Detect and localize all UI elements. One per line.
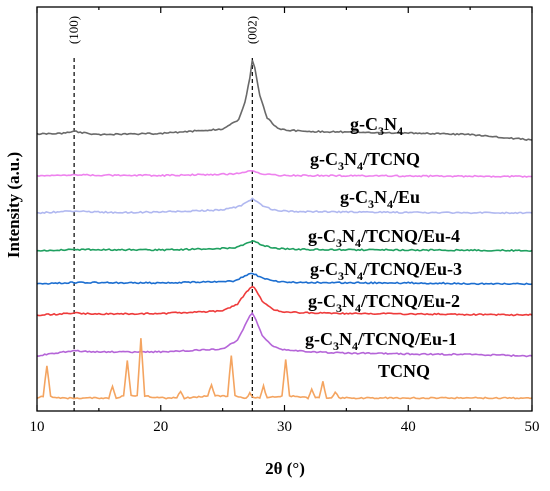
y-axis-title: Intensity (a.u.) [4,152,23,258]
x-tick-label: 20 [153,419,168,435]
series-line [36,272,533,286]
series-label-text: N [342,291,355,311]
plot-frame [36,6,533,412]
series-label-subscript: 4 [387,197,393,211]
series-label-subscript: 3 [378,124,384,138]
series-label-subscript: 3 [333,339,339,353]
series-label-text: /TCNQ/Eu-2 [360,291,460,311]
series-label-text: g-C [310,149,338,169]
peak-label: (100) [66,16,81,44]
series-label: g-C3N4/Eu [340,187,420,211]
series-label-subscript: 4 [352,339,358,353]
series-label: g-C3N4/TCNQ/Eu-2 [308,291,460,315]
series-label: g-C3N4/TCNQ/Eu-1 [305,329,457,353]
series-label-text: /TCNQ/Eu-4 [360,226,460,246]
series-label-text: g-C [340,187,368,207]
series-label-text: N [344,149,357,169]
series-line [36,59,533,141]
series-label: g-C3N4/TCNQ/Eu-4 [308,226,460,250]
series-label: g-C3N4/TCNQ [310,149,420,173]
reference-lines: (100) (002) [66,16,259,411]
series-label-text: /TCNQ/Eu-3 [362,259,462,279]
series-label-subscript: 3 [338,159,344,173]
series-label-text: N [344,259,357,279]
x-tick-label: 40 [401,419,416,435]
series-line [37,311,533,358]
x-tick-label: 30 [277,419,292,435]
series-label-subscript: 4 [355,236,361,250]
series-label-subscript: 3 [338,269,344,283]
series-line [37,240,533,253]
series-label-text: g-C [350,114,378,134]
series-label-text: g-C [310,259,338,279]
series-label-text: /Eu [392,187,420,207]
series-label-text: g-C [308,226,336,246]
series-label-text: N [342,226,355,246]
series-line [36,338,533,400]
series-line [36,197,533,215]
x-ticks: 10 20 30 40 50 [30,7,540,435]
series-label-subscript: 4 [397,124,403,138]
series-label: g-C3N4/TCNQ/Eu-3 [310,259,462,283]
x-tick-label: 10 [30,419,45,435]
series-label-text: TCNQ [378,361,430,381]
x-axis-title: 2θ (°) [265,459,305,478]
series-label-subscript: 3 [368,197,374,211]
series-label-subscript: 4 [355,301,361,315]
series-line [36,170,532,178]
series-label: TCNQ [378,361,430,381]
series-label: g-C3N4 [350,114,403,138]
series-labels: g-C3N4g-C3N4/TCNQg-C3N4/Eug-C3N4/TCNQ/Eu… [305,114,462,381]
series-label-text: g-C [305,329,333,349]
series-line [36,285,533,317]
series-label-subscript: 3 [336,236,342,250]
series-label-text: /TCNQ [362,149,420,169]
peak-label: (002) [244,16,259,44]
series-label-text: g-C [308,291,336,311]
series-curves [36,59,533,400]
series-label-subscript: 4 [357,159,363,173]
series-label-text: /TCNQ/Eu-1 [357,329,457,349]
x-tick-label: 50 [525,419,540,435]
series-label-subscript: 4 [357,269,363,283]
series-label-text: N [339,329,352,349]
series-label-subscript: 3 [336,301,342,315]
series-label-text: N [374,187,387,207]
series-label-text: N [384,114,397,134]
